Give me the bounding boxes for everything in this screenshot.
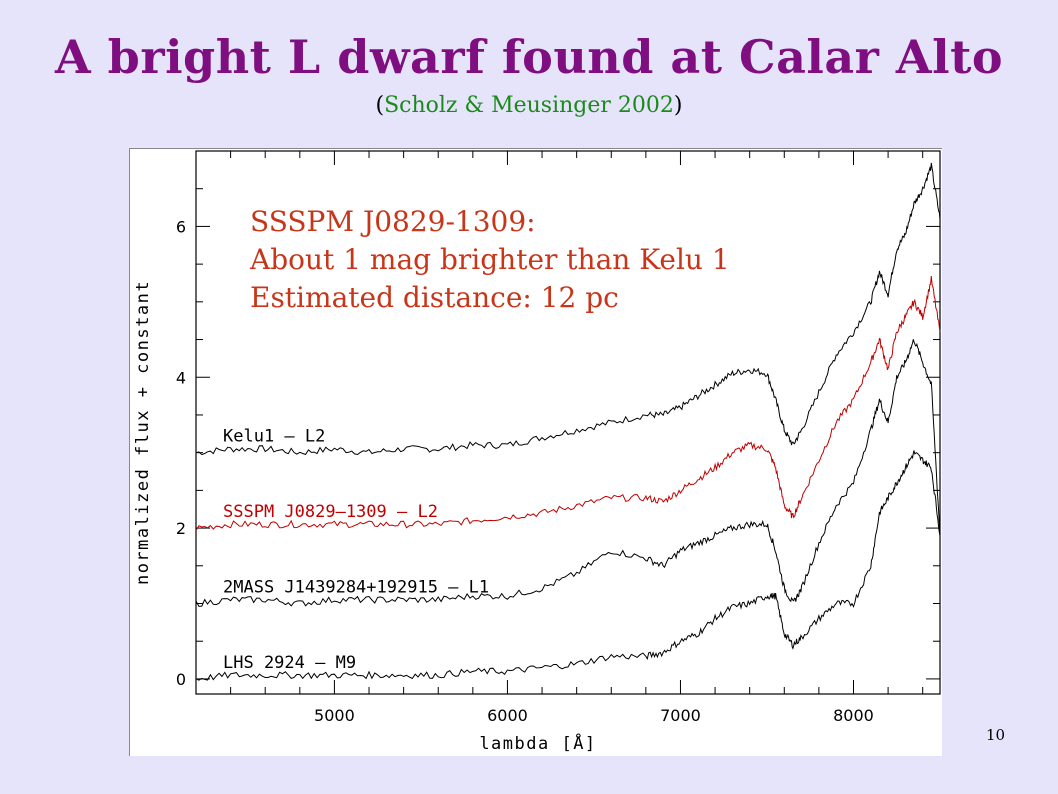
series-line-1 bbox=[195, 275, 941, 531]
chart-annotation: SSSPM J0829-1309: About 1 mag brighter t… bbox=[250, 203, 730, 317]
series-line-0 bbox=[195, 162, 941, 456]
annotation-line-3: Estimated distance: 12 pc bbox=[250, 281, 619, 314]
y-axis-label: normalized flux + constant bbox=[133, 280, 153, 585]
y-tick-label: 0 bbox=[176, 670, 186, 689]
annotation-line-1: SSSPM J0829-1309: bbox=[250, 205, 536, 238]
slide-title: A bright L dwarf found at Calar Alto bbox=[54, 30, 1004, 84]
spectra-chart-svg: 5000 6000 7000 8000 0 2 4 6 lambda [Å] normalized… bbox=[133, 150, 941, 754]
x-tick-label: 6000 bbox=[487, 706, 528, 725]
citation-open-paren: ( bbox=[375, 93, 385, 118]
spectra-chart: 5000 6000 7000 8000 0 2 4 6 lambda [Å] normalized… bbox=[129, 148, 942, 756]
annotation-line-2: About 1 mag brighter than Kelu 1 bbox=[250, 243, 730, 276]
y-tick-label: 6 bbox=[176, 217, 186, 236]
series-label-1: SSSPM J0829–1309 – L2 bbox=[223, 502, 438, 522]
series-line-2 bbox=[195, 339, 941, 607]
slide-citation: (Scholz & Meusinger 2002) bbox=[0, 93, 1058, 118]
page-number: 10 bbox=[986, 726, 1006, 744]
y-tick-label: 2 bbox=[176, 519, 186, 538]
citation-close-paren: ) bbox=[673, 93, 683, 118]
x-tick-label: 7000 bbox=[660, 706, 701, 725]
plot-frame bbox=[195, 150, 941, 695]
series-label-2: 2MASS J1439284+192915 – L1 bbox=[223, 577, 489, 597]
x-tick-label: 8000 bbox=[833, 706, 874, 725]
x-tick-label: 5000 bbox=[314, 706, 355, 725]
series-label-3: LHS 2924 – M9 bbox=[223, 653, 356, 673]
series-line-3 bbox=[195, 450, 941, 681]
y-tick-label: 4 bbox=[176, 368, 186, 387]
citation-link[interactable]: Scholz & Meusinger 2002 bbox=[384, 93, 674, 118]
series-label-0: Kelu1 – L2 bbox=[223, 427, 325, 447]
x-axis-label: lambda [Å] bbox=[479, 732, 596, 754]
